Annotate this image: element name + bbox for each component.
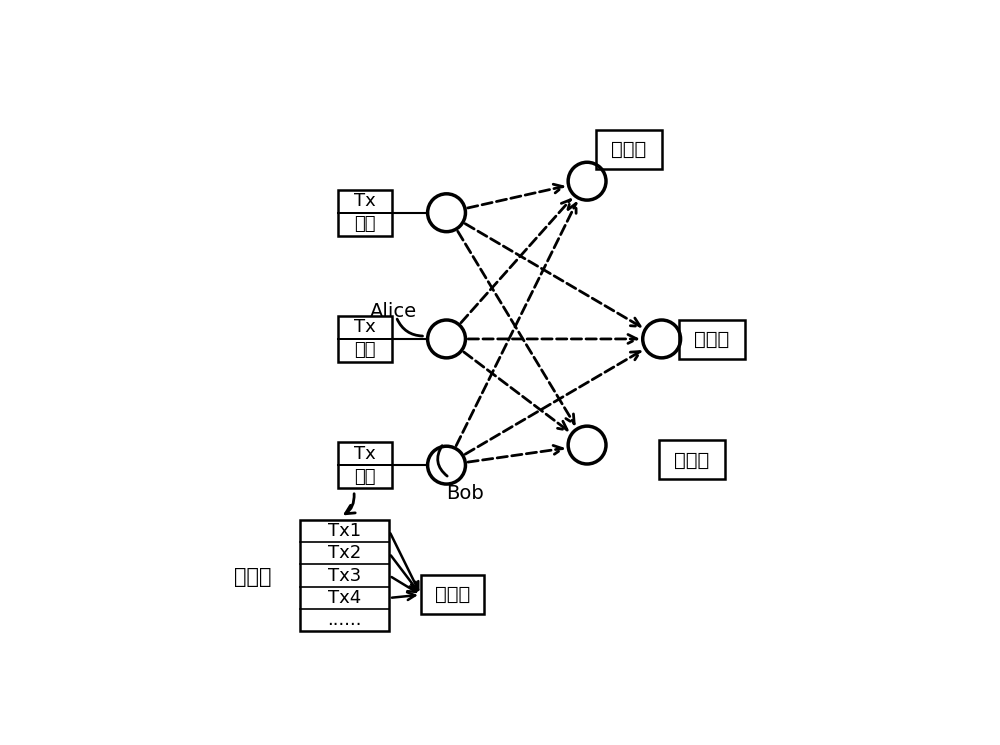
- Text: 签名: 签名: [354, 468, 376, 486]
- Bar: [596, 130, 662, 168]
- Text: 新区块: 新区块: [611, 139, 646, 159]
- Text: 签名: 签名: [354, 215, 376, 233]
- Bar: [421, 575, 484, 615]
- Bar: [338, 443, 392, 488]
- Text: Tx: Tx: [354, 318, 376, 337]
- Text: 新区块: 新区块: [694, 330, 729, 349]
- Bar: [338, 190, 392, 235]
- Bar: [338, 316, 392, 362]
- Text: Alice: Alice: [370, 302, 417, 322]
- Text: Bob: Bob: [447, 484, 484, 504]
- Bar: [679, 320, 745, 359]
- Text: Tx: Tx: [354, 192, 376, 210]
- Text: 交易池: 交易池: [234, 567, 272, 587]
- Text: Tx: Tx: [354, 445, 376, 463]
- Text: Tx3: Tx3: [328, 566, 361, 585]
- Bar: [659, 440, 725, 480]
- Text: Tx1: Tx1: [328, 522, 361, 540]
- Text: Tx4: Tx4: [328, 589, 361, 607]
- Text: Tx2: Tx2: [328, 544, 361, 562]
- Text: 新区块: 新区块: [435, 586, 470, 604]
- Text: 签名: 签名: [354, 341, 376, 359]
- Text: ......: ......: [327, 612, 362, 630]
- Text: 新区块: 新区块: [674, 451, 709, 469]
- Bar: [300, 520, 389, 632]
